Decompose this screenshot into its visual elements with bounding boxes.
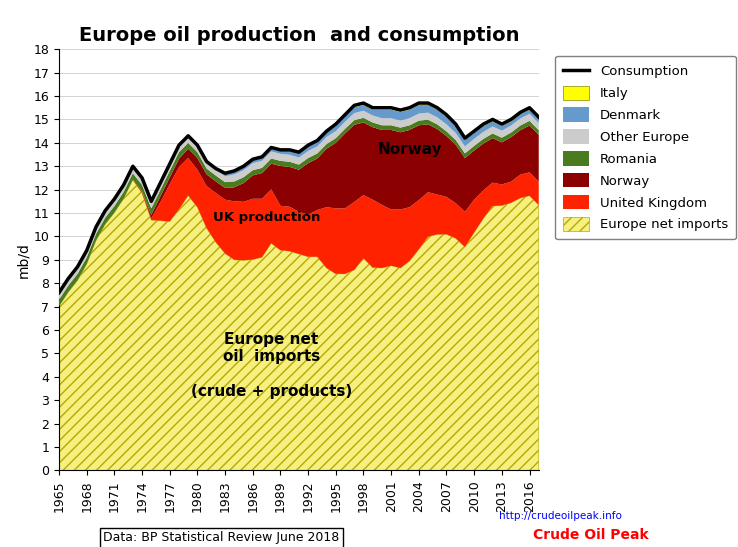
Consumption [359,100,368,106]
Line: Consumption: Consumption [59,103,539,293]
Text: Data: BP Statistical Review June 2018: Data: BP Statistical Review June 2018 [103,531,339,544]
Text: UK production: UK production [213,211,320,224]
Consumption [55,289,63,296]
Text: Norway: Norway [377,142,442,158]
Title: Europe oil production  and consumption: Europe oil production and consumption [79,26,519,45]
Consumption [534,114,543,120]
Consumption [432,104,441,111]
Consumption [489,116,497,123]
Text: http://crudeoilpeak.info: http://crudeoilpeak.info [500,511,622,521]
Legend: Consumption, Italy, Denmark, Other Europe, Romania, Norway, United Kingdom, Euro: Consumption, Italy, Denmark, Other Europ… [555,56,736,240]
Consumption [184,132,193,139]
Consumption [331,121,340,127]
Text: Europe net
oil  imports

(crude + products): Europe net oil imports (crude + products… [190,331,352,399]
Y-axis label: mb/d: mb/d [17,242,31,278]
Text: Crude Oil Peak: Crude Oil Peak [533,527,648,542]
Consumption [368,104,377,111]
Consumption [340,112,349,118]
